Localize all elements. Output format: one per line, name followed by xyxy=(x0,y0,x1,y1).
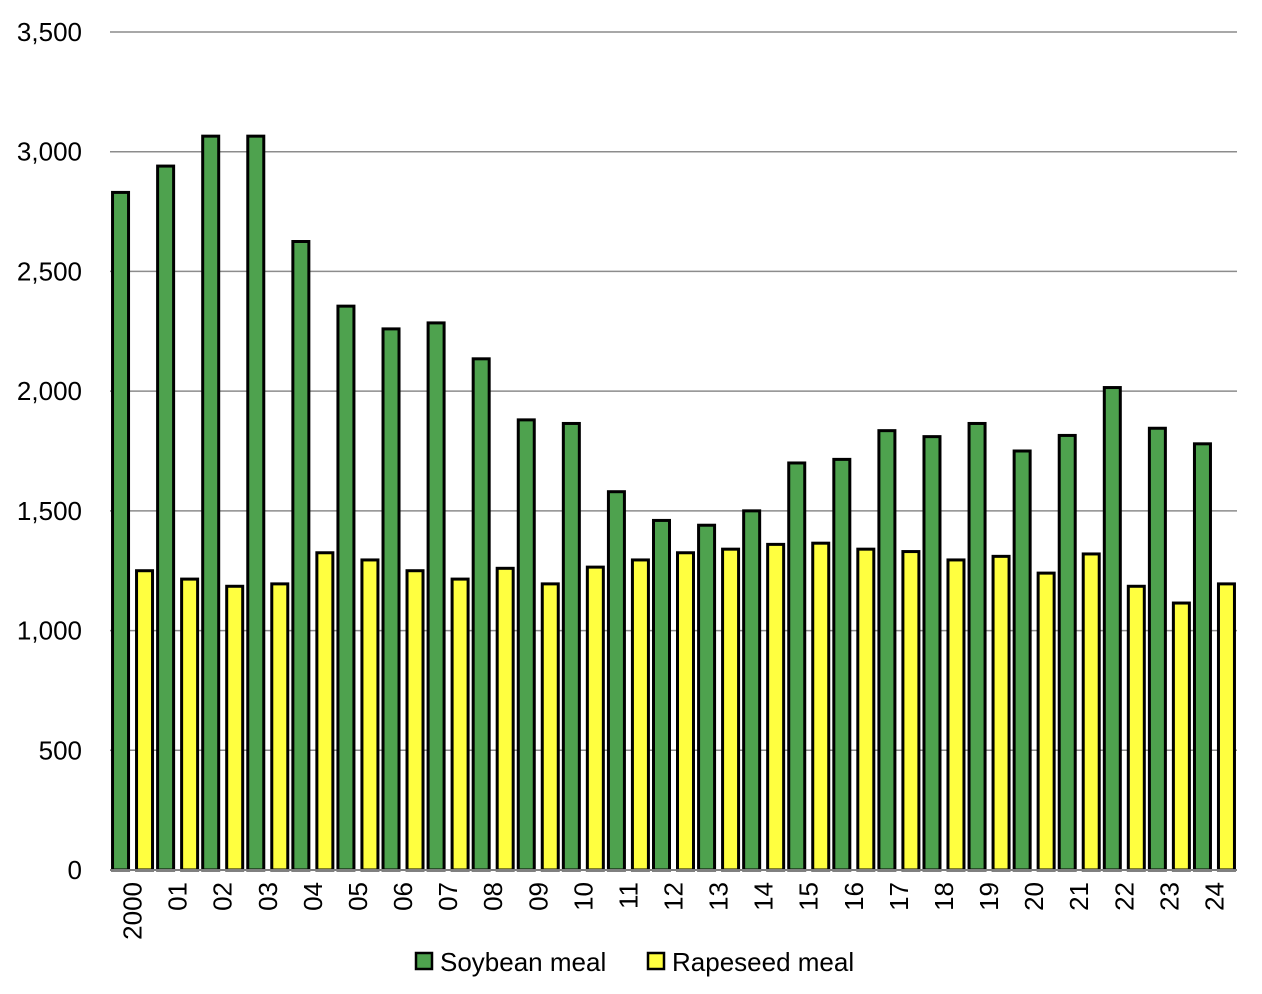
x-tick-label: 14 xyxy=(749,882,779,911)
bar-rapeseed-meal xyxy=(991,554,1011,872)
x-tick-label: 07 xyxy=(433,882,463,911)
bars xyxy=(111,134,1236,872)
legend-swatch xyxy=(414,951,434,971)
bar-soybean-meal xyxy=(1012,449,1032,872)
bar-rapeseed-meal xyxy=(270,582,290,872)
bar-rapeseed-meal xyxy=(450,577,470,872)
legend-label: Soybean meal xyxy=(440,947,606,977)
x-tick-label: 05 xyxy=(343,882,373,911)
bar-soybean-meal xyxy=(381,327,401,872)
bar-rapeseed-meal xyxy=(811,541,831,872)
bar-rapeseed-meal xyxy=(180,577,200,872)
bar-rapeseed-meal xyxy=(495,566,515,872)
legend-swatch xyxy=(646,951,666,971)
x-tick-label: 20 xyxy=(1019,882,1049,911)
bar-soybean-meal xyxy=(832,457,852,872)
bar-soybean-meal xyxy=(1102,386,1122,872)
bar-rapeseed-meal xyxy=(766,542,786,872)
bar-soybean-meal xyxy=(742,509,762,872)
bar-soybean-meal xyxy=(697,523,717,872)
bar-rapeseed-meal xyxy=(721,547,741,872)
bar-rapeseed-meal xyxy=(1081,552,1101,872)
bar-soybean-meal xyxy=(111,190,131,872)
x-tick-label: 2000 xyxy=(118,882,148,940)
x-tick-label: 23 xyxy=(1154,882,1184,911)
bar-rapeseed-meal xyxy=(856,547,876,872)
y-tick-label: 1,000 xyxy=(17,616,82,646)
bar-soybean-meal xyxy=(516,418,536,872)
bar-rapeseed-meal xyxy=(135,569,155,872)
legend-label: Rapeseed meal xyxy=(672,947,854,977)
bar-soybean-meal xyxy=(787,461,807,872)
x-tick-label: 19 xyxy=(974,882,1004,911)
legend: Soybean meal Rapeseed meal xyxy=(414,947,854,977)
bar-soybean-meal xyxy=(471,357,491,872)
y-tick-label: 3,000 xyxy=(17,137,82,167)
bar-soybean-meal xyxy=(877,429,897,872)
y-axis-tick-labels: 0 500 1,000 1,500 2,000 2,500 3,000 3,500 xyxy=(17,17,82,885)
bar-soybean-meal xyxy=(426,321,446,872)
x-tick-label: 17 xyxy=(884,882,914,911)
x-tick-label: 21 xyxy=(1064,882,1094,911)
bar-soybean-meal xyxy=(1057,433,1077,872)
bar-rapeseed-meal xyxy=(946,558,966,872)
bar-soybean-meal xyxy=(1147,426,1167,872)
bar-soybean-meal xyxy=(201,134,221,872)
x-tick-label: 11 xyxy=(613,882,643,909)
bar-rapeseed-meal xyxy=(1126,584,1146,872)
bar-rapeseed-meal xyxy=(315,551,335,872)
x-axis-tick-labels: 2000 01 02 03 04 05 06 07 08 09 10 11 12 13 14 15 16 17 18… xyxy=(118,882,1230,940)
bar-rapeseed-meal xyxy=(1216,582,1236,872)
bar-rapeseed-meal xyxy=(630,558,650,872)
bar-rapeseed-meal xyxy=(360,558,380,872)
x-tick-label: 02 xyxy=(208,882,238,911)
bar-rapeseed-meal xyxy=(676,551,695,872)
x-tick-label: 09 xyxy=(523,882,553,911)
y-tick-label: 1,500 xyxy=(17,496,82,526)
y-tick-label: 500 xyxy=(39,735,82,765)
bar-soybean-meal xyxy=(291,240,311,872)
bar-soybean-meal xyxy=(922,435,942,872)
x-tick-label: 15 xyxy=(794,882,824,911)
x-tick-label: 18 xyxy=(929,882,959,911)
y-tick-label: 0 xyxy=(68,855,82,885)
bar-soybean-meal xyxy=(1192,442,1212,872)
x-tick-label: 16 xyxy=(839,882,869,911)
bar-soybean-meal xyxy=(606,490,626,872)
y-tick-label: 2,500 xyxy=(17,256,82,286)
x-tick-label: 03 xyxy=(253,882,283,911)
bar-soybean-meal xyxy=(652,518,671,872)
bar-rapeseed-meal xyxy=(585,565,605,872)
x-tick-label: 06 xyxy=(388,882,418,911)
bar-soybean-meal xyxy=(967,421,987,872)
x-tick-label: 24 xyxy=(1199,882,1229,911)
x-tick-label: 01 xyxy=(163,882,193,911)
x-tick-label: 13 xyxy=(704,882,734,911)
bar-soybean-meal xyxy=(156,164,176,872)
bar-rapeseed-meal xyxy=(1171,601,1191,872)
bar-rapeseed-meal xyxy=(540,582,560,872)
y-tick-label: 2,000 xyxy=(17,376,82,406)
bar-soybean-meal xyxy=(336,304,356,872)
bar-rapeseed-meal xyxy=(225,584,245,872)
x-tick-label: 08 xyxy=(478,882,508,911)
y-tick-label: 3,500 xyxy=(17,17,82,47)
x-tick-label: 10 xyxy=(568,882,598,911)
bar-rapeseed-meal xyxy=(901,550,921,872)
bar-soybean-meal xyxy=(246,134,266,872)
x-tick-label: 12 xyxy=(659,882,689,911)
bar-rapeseed-meal xyxy=(1036,571,1056,872)
x-tick-label: 04 xyxy=(298,882,328,911)
bar-soybean-meal xyxy=(561,421,581,872)
x-tick-label: 22 xyxy=(1109,882,1139,911)
bar-rapeseed-meal xyxy=(405,569,425,872)
